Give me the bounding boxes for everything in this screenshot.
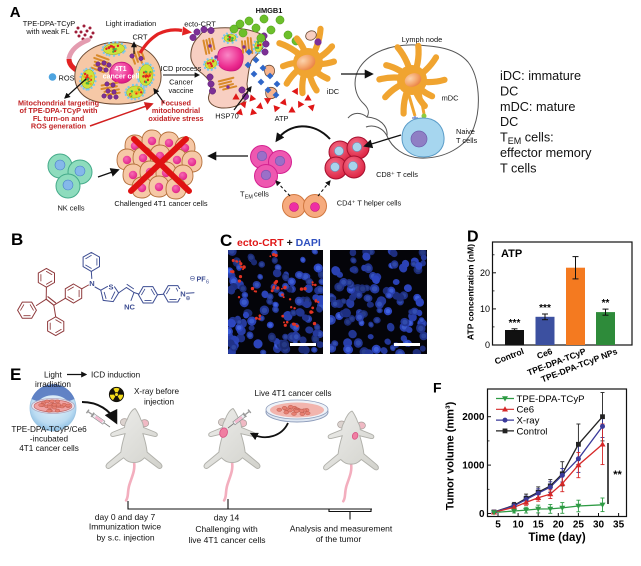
- svg-text:mDC: mDC: [442, 94, 459, 103]
- svg-text:ecto-CRT + DAPI: ecto-CRT + DAPI: [237, 237, 321, 249]
- svg-text:10: 10: [513, 520, 525, 531]
- svg-text:iDC: iDC: [327, 87, 340, 96]
- svg-text:PF: PF: [197, 275, 207, 284]
- svg-text:**: **: [613, 469, 622, 481]
- svg-text:NK cells: NK cells: [57, 204, 84, 213]
- svg-text:mDC: mature: mDC: mature: [500, 100, 575, 114]
- svg-text:T cells: T cells: [500, 161, 536, 175]
- svg-text:4T1 cancer cells: 4T1 cancer cells: [19, 444, 79, 453]
- svg-text:F: F: [433, 380, 442, 396]
- svg-text:Live 4T1 cancer cells: Live 4T1 cancer cells: [255, 389, 332, 398]
- svg-text:CD8⁺ T cells: CD8⁺ T cells: [376, 170, 418, 179]
- svg-text:ICD induction: ICD induction: [91, 371, 141, 380]
- svg-text:CRT: CRT: [132, 33, 148, 42]
- svg-text:2000: 2000: [462, 412, 485, 423]
- svg-text:by s.c. injection: by s.c. injection: [96, 533, 154, 543]
- svg-text:0: 0: [485, 340, 490, 350]
- svg-text:Tumor volume (mm³): Tumor volume (mm³): [445, 401, 457, 510]
- svg-text:25: 25: [573, 520, 585, 531]
- svg-text:⊕: ⊕: [185, 296, 190, 302]
- svg-text:-incubated: -incubated: [30, 435, 69, 444]
- svg-text:ICD process: ICD process: [161, 64, 202, 73]
- svg-text:ATP: ATP: [275, 114, 289, 123]
- svg-text:S: S: [108, 282, 113, 291]
- svg-text:TPE-DPA-TCyP/Ce6: TPE-DPA-TCyP/Ce6: [11, 425, 87, 434]
- svg-text:EM: EM: [245, 194, 253, 200]
- svg-text:Naive: Naive: [456, 127, 475, 136]
- svg-text:ATP: ATP: [501, 248, 522, 260]
- svg-text:effector memory: effector memory: [500, 146, 592, 160]
- svg-text:10: 10: [480, 304, 490, 314]
- svg-text:Light irradiation: Light irradiation: [106, 19, 157, 28]
- svg-text:X-ray: X-ray: [517, 416, 540, 427]
- svg-text:HSP70: HSP70: [215, 112, 238, 121]
- svg-text:30: 30: [593, 520, 605, 531]
- svg-text:CD4⁺ T helper cells: CD4⁺ T helper cells: [337, 199, 402, 208]
- svg-text:***: ***: [509, 318, 521, 329]
- svg-text:5: 5: [495, 520, 501, 531]
- svg-text:⊖: ⊖: [190, 276, 196, 283]
- svg-text:with weak FL: with weak FL: [25, 27, 69, 36]
- svg-text:15: 15: [533, 520, 545, 531]
- svg-text:NC: NC: [124, 303, 135, 312]
- svg-text:HMGB1: HMGB1: [256, 6, 283, 15]
- svg-text:ROS: ROS: [59, 74, 75, 83]
- svg-text:TEM cells:: TEM cells:: [500, 131, 554, 146]
- svg-text:of the tumor: of the tumor: [316, 534, 362, 544]
- svg-text:oxidative stress: oxidative stress: [148, 114, 203, 123]
- svg-text:ROS generation: ROS generation: [31, 122, 86, 131]
- svg-text:A: A: [10, 4, 21, 21]
- svg-text:6: 6: [206, 280, 209, 286]
- svg-text:Immunization twice: Immunization twice: [89, 522, 162, 532]
- svg-text:Control: Control: [517, 426, 548, 437]
- svg-text:Challenging with: Challenging with: [195, 524, 258, 534]
- svg-text:***: ***: [539, 303, 551, 314]
- svg-text:iDC: immature: iDC: immature: [500, 69, 581, 83]
- svg-text:irradiation: irradiation: [35, 380, 71, 389]
- svg-text:Light: Light: [44, 371, 62, 380]
- svg-text:DC: DC: [500, 115, 518, 129]
- svg-text:day 14: day 14: [214, 513, 240, 523]
- svg-text:DC: DC: [500, 84, 518, 98]
- svg-text:vaccine: vaccine: [168, 86, 193, 95]
- svg-text:C: C: [220, 231, 232, 250]
- svg-text:E: E: [10, 365, 21, 384]
- svg-text:Challenged 4T1 cancer cells: Challenged 4T1 cancer cells: [114, 199, 208, 208]
- svg-text:ATP concentration (nM): ATP concentration (nM): [466, 244, 476, 340]
- svg-text:**: **: [602, 298, 610, 309]
- svg-text:1000: 1000: [462, 461, 485, 472]
- svg-text:Analysis and measurement: Analysis and measurement: [290, 524, 393, 534]
- svg-text:ecto-CRT: ecto-CRT: [184, 20, 216, 29]
- svg-text:B: B: [11, 230, 23, 249]
- svg-text:Time (day): Time (day): [528, 532, 585, 544]
- svg-text:cells: cells: [254, 190, 269, 199]
- svg-text:0: 0: [479, 509, 485, 520]
- svg-text:20: 20: [553, 520, 565, 531]
- svg-text:TPE-DPA-TCyP: TPE-DPA-TCyP: [517, 394, 585, 405]
- svg-text:day 0 and day 7: day 0 and day 7: [95, 512, 156, 522]
- svg-text:Ce6: Ce6: [517, 405, 535, 416]
- svg-text:live 4T1 cancer cells: live 4T1 cancer cells: [188, 535, 265, 545]
- svg-text:X-ray before: X-ray before: [134, 387, 179, 396]
- svg-text:injection: injection: [144, 398, 174, 407]
- svg-text:T cells: T cells: [456, 136, 478, 145]
- svg-text:Control: Control: [493, 346, 525, 366]
- svg-text:35: 35: [613, 520, 625, 531]
- svg-text:D: D: [467, 229, 479, 246]
- svg-text:20: 20: [480, 268, 490, 278]
- svg-text:cancer cell: cancer cell: [103, 72, 140, 80]
- svg-text:Lymph node: Lymph node: [402, 35, 442, 44]
- svg-text:N: N: [89, 279, 94, 288]
